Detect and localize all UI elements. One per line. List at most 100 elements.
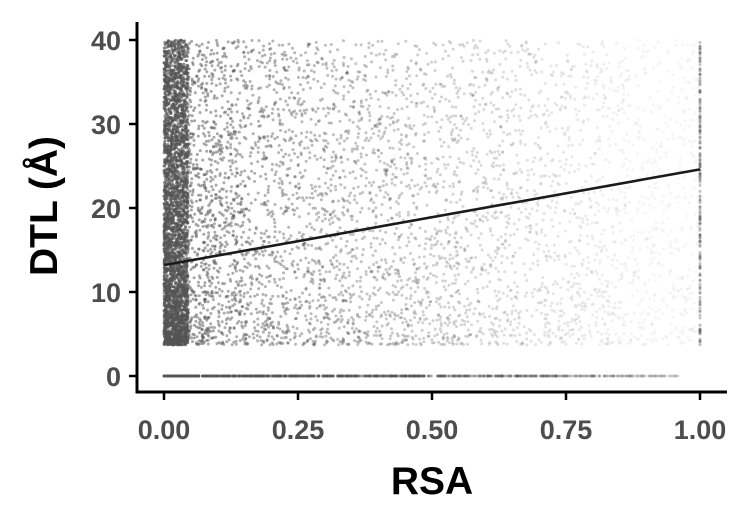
data-point <box>646 338 650 342</box>
data-point <box>215 51 219 55</box>
data-point <box>296 267 300 271</box>
data-point <box>328 222 332 226</box>
data-point <box>529 329 533 333</box>
data-point <box>554 127 558 131</box>
data-point <box>547 343 551 347</box>
data-point <box>415 74 419 78</box>
data-point <box>561 328 565 332</box>
data-point <box>681 325 685 329</box>
data-point <box>569 195 573 199</box>
data-point <box>196 54 200 58</box>
data-point <box>276 326 279 330</box>
data-point <box>374 123 378 127</box>
data-point <box>442 272 446 276</box>
data-point <box>499 210 503 214</box>
data-point <box>673 327 677 331</box>
data-point <box>342 339 345 343</box>
data-point <box>453 170 457 174</box>
data-point <box>341 337 345 341</box>
data-point <box>301 88 305 92</box>
data-point <box>618 341 622 345</box>
data-point <box>573 303 577 307</box>
data-point <box>469 270 473 274</box>
data-point <box>238 91 242 95</box>
data-point <box>433 110 436 114</box>
data-point <box>637 276 641 280</box>
data-point <box>650 190 654 194</box>
data-point <box>194 229 198 233</box>
data-point <box>539 89 543 93</box>
data-point <box>282 271 286 275</box>
data-point <box>512 328 516 332</box>
data-point <box>619 229 623 233</box>
data-point <box>570 298 574 302</box>
data-point <box>441 185 445 189</box>
data-point <box>644 71 648 75</box>
data-point <box>441 155 445 159</box>
data-point <box>244 337 248 341</box>
data-point <box>268 83 271 87</box>
data-point <box>238 280 242 283</box>
data-point <box>474 90 478 94</box>
data-point <box>549 304 553 308</box>
data-point <box>615 113 619 117</box>
data-point <box>247 177 251 181</box>
data-point <box>664 335 668 338</box>
data-point <box>192 336 196 340</box>
data-point <box>225 189 229 193</box>
data-point <box>550 199 554 203</box>
data-point <box>434 300 438 304</box>
data-point <box>569 74 573 78</box>
data-point <box>202 232 206 236</box>
data-point <box>624 211 628 215</box>
data-point <box>365 89 369 93</box>
data-point <box>276 135 279 139</box>
data-point <box>645 290 648 294</box>
data-point <box>572 319 576 323</box>
data-point <box>231 69 235 73</box>
data-point <box>265 85 269 89</box>
data-point <box>314 334 318 338</box>
data-point <box>477 300 481 304</box>
data-point <box>200 86 203 90</box>
data-point <box>246 261 250 265</box>
data-point <box>229 134 233 138</box>
data-point <box>388 146 392 150</box>
data-point <box>340 76 344 79</box>
data-point <box>447 318 451 322</box>
data-point <box>404 135 408 139</box>
data-point <box>566 59 569 63</box>
data-point <box>509 234 512 237</box>
data-point <box>219 236 223 240</box>
data-point <box>236 223 240 227</box>
data-point <box>203 87 207 91</box>
data-point <box>470 323 474 327</box>
data-point <box>282 192 286 196</box>
data-point <box>599 249 603 253</box>
data-point <box>419 301 423 304</box>
data-point <box>263 320 267 324</box>
data-point <box>499 125 503 129</box>
data-point <box>317 119 321 123</box>
data-point <box>228 107 232 111</box>
data-point <box>582 191 586 195</box>
data-point <box>442 180 446 183</box>
data-point <box>555 103 559 107</box>
data-point <box>234 46 238 50</box>
data-point <box>204 108 208 112</box>
data-point <box>363 55 367 58</box>
data-point <box>389 342 393 346</box>
data-point <box>513 270 517 274</box>
data-point <box>603 244 607 248</box>
data-point <box>463 282 467 286</box>
data-point <box>390 91 394 94</box>
data-point <box>232 326 236 330</box>
data-point <box>691 153 695 157</box>
data-point <box>360 116 364 120</box>
data-point <box>236 44 240 48</box>
data-point <box>229 123 233 127</box>
data-point <box>296 163 300 166</box>
data-point <box>578 282 582 286</box>
data-point <box>306 269 310 273</box>
data-point <box>311 108 315 112</box>
